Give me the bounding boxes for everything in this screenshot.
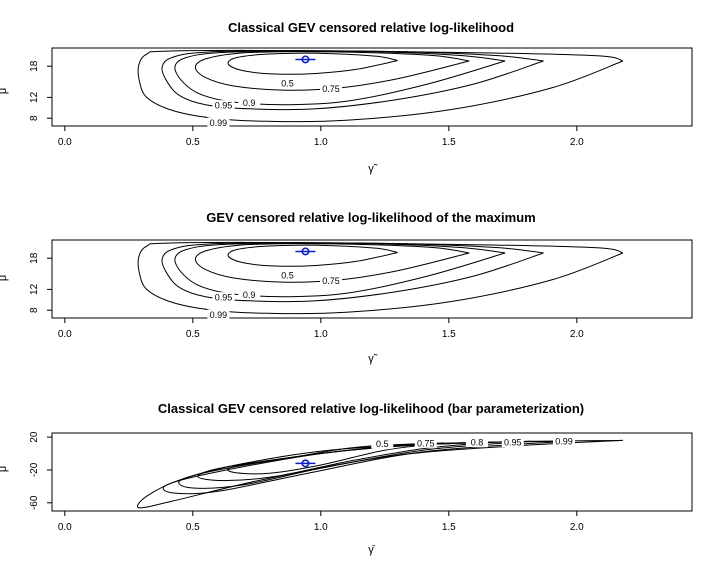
contour-line-0_9 bbox=[174, 242, 506, 298]
contour-label-bg bbox=[553, 436, 575, 447]
contour-level-label: 0.99 bbox=[555, 437, 573, 447]
contour-level-label: 0.5 bbox=[281, 78, 294, 88]
y-tick-label: -60 bbox=[29, 495, 40, 510]
x-tick-label: 1.5 bbox=[442, 522, 456, 533]
contour-label-bg bbox=[207, 117, 230, 128]
x-tick-label: 2.0 bbox=[570, 522, 584, 533]
x-axis-label: γ̃ bbox=[368, 353, 378, 365]
panel-title: GEV censored relative log-likelihood of … bbox=[206, 210, 535, 225]
x-tick-label: 1.0 bbox=[314, 137, 328, 148]
contour-level-label: 0.5 bbox=[281, 270, 294, 280]
contour-label-bg bbox=[238, 289, 261, 300]
contour-label-bg bbox=[212, 292, 235, 303]
y-axis-label: μ̄ bbox=[0, 464, 9, 472]
y-tick-label: 8 bbox=[29, 307, 40, 313]
panel-title: Classical GEV censored relative log-like… bbox=[158, 401, 584, 416]
contour-level-label: 0.8 bbox=[471, 438, 484, 448]
contour-level-label: 0.9 bbox=[243, 290, 256, 300]
x-tick-label: 0.0 bbox=[58, 522, 72, 533]
y-axis-label: μ bbox=[0, 88, 9, 94]
x-tick-label: 0.0 bbox=[58, 329, 72, 340]
contour-line-0_5 bbox=[227, 442, 444, 475]
x-tick-label: 1.5 bbox=[442, 329, 456, 340]
contour-label-bg bbox=[212, 100, 235, 111]
maximum-marker bbox=[301, 247, 310, 256]
contour-level-label: 0.9 bbox=[243, 98, 256, 108]
y-tick-label: 18 bbox=[29, 252, 40, 264]
contour-line-0_99 bbox=[136, 439, 623, 509]
contour-label-bg bbox=[320, 275, 343, 286]
contour-level-label: 0.95 bbox=[215, 101, 233, 111]
contour-label-bg bbox=[371, 438, 394, 449]
contour-line-0_99 bbox=[137, 49, 624, 123]
maximum-marker bbox=[301, 55, 310, 64]
x-tick-label: 2.0 bbox=[570, 137, 584, 148]
x-tick-label: 1.0 bbox=[314, 329, 328, 340]
panel-bar-parameterization: Classical GEV censored relative log-like… bbox=[0, 401, 693, 556]
y-tick-label: 18 bbox=[29, 60, 40, 72]
contour-line-0_99 bbox=[137, 241, 624, 315]
y-tick-label: 20 bbox=[29, 431, 40, 443]
x-tick-label: 1.5 bbox=[442, 137, 456, 148]
panel-title: Classical GEV censored relative log-like… bbox=[228, 20, 514, 35]
contour-line-0_5 bbox=[227, 244, 398, 267]
plot-frame bbox=[51, 47, 693, 127]
contour-level-label: 0.5 bbox=[376, 439, 389, 449]
contour-label-bg bbox=[276, 77, 299, 88]
panel-gev-maximum: GEV censored relative log-likelihood of … bbox=[0, 210, 693, 365]
y-tick-label: 12 bbox=[29, 91, 40, 103]
contour-label-bg bbox=[501, 437, 524, 448]
maximum-marker bbox=[301, 459, 310, 468]
y-tick-label: 8 bbox=[29, 115, 40, 121]
plot-frame bbox=[51, 432, 693, 512]
x-axis-label: γ̄ bbox=[368, 544, 376, 556]
contour-level-label: 0.75 bbox=[322, 276, 340, 286]
x-tick-label: 0.5 bbox=[186, 522, 200, 533]
y-tick-label: -20 bbox=[29, 462, 40, 477]
x-axis-label: γ̃ bbox=[368, 163, 378, 175]
contour-label-bg bbox=[414, 437, 437, 448]
contour-group bbox=[136, 439, 623, 509]
y-tick-label: 12 bbox=[29, 283, 40, 295]
contour-level-label: 0.75 bbox=[322, 84, 340, 94]
contour-line-0_75 bbox=[197, 441, 495, 482]
contour-label-bg bbox=[207, 309, 230, 320]
x-tick-label: 1.0 bbox=[314, 522, 328, 533]
contour-group bbox=[137, 49, 624, 123]
x-tick-label: 0.5 bbox=[186, 329, 200, 340]
plot-frame bbox=[51, 239, 693, 319]
contour-level-label: 0.95 bbox=[504, 438, 522, 448]
contour-level-label: 0.99 bbox=[210, 118, 228, 128]
x-tick-label: 0.0 bbox=[58, 137, 72, 148]
x-tick-label: 0.5 bbox=[186, 137, 200, 148]
contour-level-label: 0.95 bbox=[215, 293, 233, 303]
contour-level-label: 0.99 bbox=[210, 310, 228, 320]
contour-group bbox=[137, 241, 624, 315]
contour-label-bg bbox=[320, 83, 343, 94]
contour-level-label: 0.75 bbox=[417, 438, 435, 448]
contour-label-bg bbox=[238, 97, 261, 108]
x-tick-label: 2.0 bbox=[570, 329, 584, 340]
panel-classical-gev: Classical GEV censored relative log-like… bbox=[0, 20, 693, 175]
contour-line-0_5 bbox=[227, 52, 398, 75]
contour-line-0_95 bbox=[162, 440, 567, 495]
contour-label-bg bbox=[465, 437, 488, 448]
contour-line-0_9 bbox=[174, 50, 506, 106]
contour-label-bg bbox=[276, 269, 299, 280]
y-axis-label: μ bbox=[0, 275, 9, 281]
